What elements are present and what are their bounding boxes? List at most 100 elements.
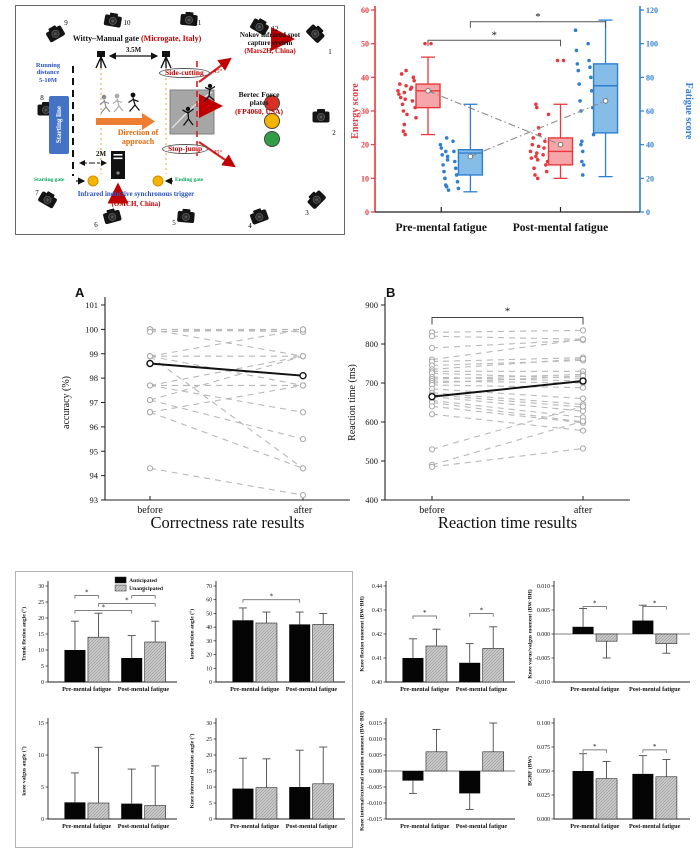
svg-text:Pre-mental fatigue: Pre-mental fatigue bbox=[400, 686, 449, 693]
svg-text:600: 600 bbox=[365, 417, 378, 427]
ending-gate-label: Ending gate bbox=[175, 177, 204, 183]
svg-text:0: 0 bbox=[41, 680, 44, 686]
svg-text:20: 20 bbox=[38, 616, 44, 622]
svg-text:*: * bbox=[505, 305, 511, 317]
svg-text:100: 100 bbox=[85, 324, 98, 334]
svg-text:900: 900 bbox=[365, 300, 378, 310]
svg-text:after: after bbox=[574, 505, 593, 516]
svg-text:accuracy (%): accuracy (%) bbox=[61, 376, 72, 429]
running-distance-label: Running distance 5-10M bbox=[35, 62, 61, 84]
boxplot-svg: 0 10 20 30 40 50 60 0 20 40 60 80 100 120 Energy score… bbox=[350, 6, 694, 234]
approach-span-label: 2M bbox=[96, 150, 107, 158]
reaction-svg: 400 500 600 700 800 900 before after * Reaction t… bbox=[347, 285, 630, 532]
svg-text:BGRF (BW): BGRF (BW) bbox=[527, 756, 534, 786]
camera-number: 5 bbox=[172, 219, 176, 227]
svg-text:*: * bbox=[423, 609, 427, 617]
svg-text:Post-mental fatigue: Post-mental fatigue bbox=[286, 823, 338, 830]
knee-valgus-angle-chart: 0 5 10 15 Pre-mental fatigue Post-mental fati… bbox=[18, 711, 183, 846]
svg-text:10: 10 bbox=[206, 785, 212, 791]
svg-text:10: 10 bbox=[38, 753, 44, 759]
svg-text:*: * bbox=[653, 743, 657, 751]
svg-text:Pre-mental fatigue: Pre-mental fatigue bbox=[62, 686, 111, 693]
direction-of-approach-label: Direction of approach bbox=[117, 128, 159, 146]
knee-flexion-moment-chart: 0.40 0.41 0.42 0.43 0.44 * * Pre-mental fatigue… bbox=[356, 574, 521, 709]
tripod-icon bbox=[95, 51, 107, 69]
svg-text:60: 60 bbox=[361, 6, 369, 15]
svg-text:after: after bbox=[294, 505, 313, 516]
svg-text:0.000: 0.000 bbox=[537, 817, 550, 823]
svg-text:60: 60 bbox=[646, 107, 654, 116]
svg-text:0: 0 bbox=[646, 208, 650, 217]
svg-text:Post-mental fatigue: Post-mental fatigue bbox=[629, 686, 681, 693]
svg-text:98: 98 bbox=[90, 373, 99, 383]
svg-text:Pre-mental fatigue: Pre-mental fatigue bbox=[570, 686, 619, 693]
svg-text:96: 96 bbox=[90, 422, 99, 432]
knee-varus-valgus-moment-chart: -0.010 -0.005 0.000 0.005 0.010 * * Pre-mental … bbox=[524, 574, 696, 709]
svg-text:Knee internal rotation angle (: Knee internal rotation angle (°) bbox=[189, 733, 196, 808]
svg-text:0.010: 0.010 bbox=[537, 584, 550, 590]
svg-text:120: 120 bbox=[646, 6, 658, 15]
svg-text:Knee flexion moment (BW·BH): Knee flexion moment (BW·BH) bbox=[359, 596, 366, 671]
svg-text:Post-mental fatigue: Post-mental fatigue bbox=[456, 686, 508, 693]
svg-text:Fatigue score: Fatigue score bbox=[683, 83, 694, 140]
camera-number: 11 bbox=[194, 19, 202, 27]
svg-text:10: 10 bbox=[38, 648, 44, 654]
ending-gate-icon bbox=[152, 175, 164, 187]
svg-text:0: 0 bbox=[41, 817, 44, 823]
svg-text:*: * bbox=[142, 589, 146, 597]
svg-text:Knee internal/external rotatio: Knee internal/external rotation moment (… bbox=[359, 711, 366, 831]
approach-arrow bbox=[96, 113, 155, 130]
svg-text:0.010: 0.010 bbox=[369, 737, 382, 743]
camera-icon bbox=[101, 207, 122, 225]
energy-fatigue-boxplot-panel: 0 10 20 30 40 50 60 0 20 40 60 80 100 120 Energy score… bbox=[350, 0, 700, 252]
svg-text:0.050: 0.050 bbox=[537, 769, 550, 775]
trigger-origin-label: (OMCH, China) bbox=[111, 200, 161, 208]
svg-text:Knee varus/valgus moment (BW·B: Knee varus/valgus moment (BW·BH) bbox=[527, 589, 534, 678]
svg-text:5: 5 bbox=[209, 801, 212, 807]
svg-text:0.015: 0.015 bbox=[369, 721, 382, 727]
svg-text:Trunk flexion angle (°): Trunk flexion angle (°) bbox=[21, 607, 28, 661]
svg-text:20: 20 bbox=[361, 141, 369, 150]
svg-text:Post-mental fatigue: Post-mental fatigue bbox=[118, 823, 170, 830]
diagram-graphics bbox=[72, 27, 295, 204]
svg-text:-0.010: -0.010 bbox=[535, 680, 550, 686]
svg-text:B: B bbox=[386, 285, 395, 300]
camera-icon bbox=[179, 11, 198, 27]
knee-rotation-moment-chart: -0.015 -0.010 -0.005 0.000 0.005 0.010 0.015 Pr… bbox=[356, 711, 521, 846]
starting-line-box: Starting line bbox=[49, 96, 69, 154]
camera-icon bbox=[248, 206, 270, 225]
computer-tower-icon bbox=[111, 151, 125, 179]
svg-text:5: 5 bbox=[41, 785, 44, 791]
svg-text:Reaction time results: Reaction time results bbox=[438, 513, 577, 532]
camera-number: 8 bbox=[40, 94, 44, 102]
svg-text:30: 30 bbox=[206, 639, 212, 645]
knee-flexion-angle-chart: 0 10 20 30 40 50 60 70 * Pre-mental fatigue Post-m… bbox=[186, 574, 351, 709]
svg-text:93: 93 bbox=[90, 495, 99, 505]
svg-text:Post-mental fatigue: Post-mental fatigue bbox=[118, 686, 170, 693]
side-cutting-arrow bbox=[198, 57, 232, 83]
svg-text:10: 10 bbox=[206, 666, 212, 672]
starting-gate-label: Starting gate bbox=[34, 177, 65, 183]
force-plate bbox=[169, 89, 215, 135]
camera-icon bbox=[44, 22, 67, 43]
side-cutting-label: Side-cutting bbox=[159, 68, 210, 79]
angle-top-label: 45° bbox=[213, 68, 223, 75]
svg-text:25: 25 bbox=[206, 737, 212, 743]
svg-text:Post-mental fatigue: Post-mental fatigue bbox=[286, 686, 338, 693]
svg-text:0.000: 0.000 bbox=[369, 769, 382, 775]
svg-text:0.42: 0.42 bbox=[372, 632, 382, 638]
svg-text:70: 70 bbox=[206, 584, 212, 590]
camera-number: 6 bbox=[94, 221, 98, 229]
svg-text:30: 30 bbox=[38, 584, 44, 590]
svg-text:40: 40 bbox=[206, 625, 212, 631]
svg-text:Post-mental fatigue: Post-mental fatigue bbox=[456, 823, 508, 830]
svg-text:Pre-mental fatigue: Pre-mental fatigue bbox=[396, 222, 487, 234]
runner-ghost-figure bbox=[112, 93, 124, 113]
svg-text:Energy score: Energy score bbox=[350, 83, 361, 139]
experimental-setup-diagram: Witty–Manual gate (Microgate, Italy) 3.5… bbox=[15, 5, 345, 235]
svg-text:700: 700 bbox=[365, 378, 378, 388]
svg-text:before: before bbox=[419, 505, 445, 516]
svg-text:0.100: 0.100 bbox=[537, 721, 550, 727]
svg-text:0.025: 0.025 bbox=[537, 793, 550, 799]
svg-text:100: 100 bbox=[646, 40, 658, 49]
